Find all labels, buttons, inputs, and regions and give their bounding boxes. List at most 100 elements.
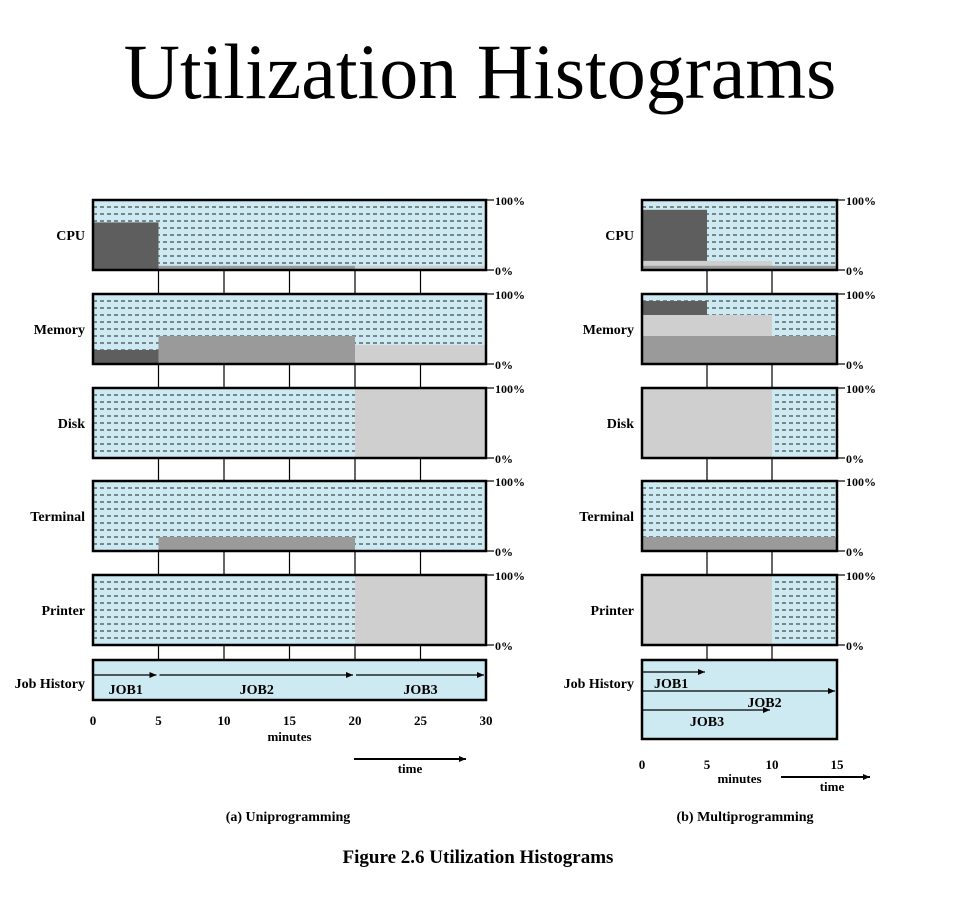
resource-label: Memory	[583, 323, 634, 338]
pct-bottom-label: 0%	[495, 264, 513, 278]
pct-bottom-label: 0%	[846, 264, 864, 278]
usage-bar-job2	[642, 265, 837, 270]
panel-b-caption: (b) Multiprogramming	[676, 810, 813, 825]
job-label: JOB3	[690, 715, 724, 730]
x-tick-label: 20	[349, 713, 362, 728]
resource-frame	[640, 292, 839, 366]
resource-label: CPU	[56, 229, 85, 244]
resource-label: Disk	[58, 417, 85, 432]
resource-row-printer: Printer 100% 0%	[590, 569, 876, 653]
x-axis-label: minutes	[717, 771, 761, 786]
resource-frame	[640, 386, 839, 460]
x-tick-label: 0	[639, 757, 646, 772]
panel-a-caption: (a) Uniprogramming	[226, 810, 351, 825]
job-history-frame	[640, 658, 839, 741]
pct-bottom-label: 0%	[846, 639, 864, 653]
resource-frame	[640, 573, 839, 647]
pct-bottom-label: 0%	[495, 452, 513, 466]
figure-caption: Figure 2.6 Utilization Histograms	[343, 847, 614, 868]
resource-frame	[91, 386, 488, 460]
resource-row-disk: Disk 100% 0%	[607, 382, 876, 466]
resource-frame	[91, 573, 488, 647]
panel-uniprogramming: CPU 100% 0% Memory 100% 0% Disk 100% 0% Terminal 1…	[15, 194, 525, 776]
resource-row-terminal: Terminal 100% 0%	[30, 475, 525, 559]
job-history: Job History JOB1 JOB2 JOB3	[564, 658, 839, 741]
usage-bar-job1	[642, 301, 707, 315]
page-title: Utilization Histograms	[123, 28, 837, 115]
job-history-frame	[91, 658, 488, 702]
pct-top-label: 100%	[846, 194, 876, 208]
pct-top-label: 100%	[495, 194, 525, 208]
usage-bar-job3	[355, 265, 486, 270]
job-label: JOB2	[240, 683, 274, 698]
job-history-label: Job History	[15, 677, 85, 692]
pct-top-label: 100%	[846, 382, 876, 396]
x-axis-label: minutes	[267, 729, 311, 744]
resource-row-memory: Memory 100% 0%	[583, 288, 876, 372]
x-tick-label: 10	[766, 757, 779, 772]
usage-bar-job2	[642, 537, 837, 551]
resource-frame	[91, 479, 488, 553]
pct-top-label: 100%	[495, 382, 525, 396]
usage-bar-job3	[355, 388, 486, 458]
usage-bar-job3	[642, 315, 772, 336]
x-tick-label: 25	[414, 713, 428, 728]
resource-frame	[640, 198, 839, 272]
pct-bottom-label: 0%	[846, 358, 864, 372]
time-label: time	[820, 779, 845, 794]
usage-bar-job1	[93, 350, 159, 364]
pct-bottom-label: 0%	[495, 545, 513, 559]
usage-bar-job2	[158, 265, 355, 270]
usage-bar-job3	[355, 575, 486, 645]
x-tick-label: 15	[283, 713, 297, 728]
pct-bottom-label: 0%	[846, 545, 864, 559]
job-label: JOB3	[403, 683, 437, 698]
x-tick-label: 5	[704, 757, 711, 772]
resource-frame	[91, 292, 488, 366]
usage-bar-job3	[642, 388, 772, 458]
pct-top-label: 100%	[495, 288, 525, 302]
resource-row-printer: Printer 100% 0%	[41, 569, 525, 653]
job-label: JOB1	[109, 683, 143, 698]
resource-label: Printer	[41, 604, 85, 619]
pct-top-label: 100%	[846, 288, 876, 302]
job-history: Job History JOB1 JOB2 JOB3	[15, 658, 488, 702]
usage-bar-job2	[642, 336, 837, 364]
x-tick-label: 5	[155, 713, 162, 728]
job-label: JOB2	[747, 696, 781, 711]
resource-frame	[640, 479, 839, 553]
pct-top-label: 100%	[495, 569, 525, 583]
resource-label: Terminal	[30, 510, 85, 525]
pct-top-label: 100%	[846, 569, 876, 583]
resource-row-disk: Disk 100% 0%	[58, 382, 525, 466]
time-label: time	[398, 761, 423, 776]
x-tick-label: 30	[480, 713, 493, 728]
resource-label: Terminal	[579, 510, 634, 525]
pct-bottom-label: 0%	[846, 452, 864, 466]
usage-bar-job1	[642, 209, 707, 261]
resource-label: CPU	[605, 229, 634, 244]
resource-row-memory: Memory 100% 0%	[34, 288, 525, 372]
x-tick-label: 0	[90, 713, 97, 728]
resource-label: Printer	[590, 604, 634, 619]
pct-bottom-label: 0%	[495, 358, 513, 372]
usage-bar-job2	[158, 336, 355, 364]
resource-label: Disk	[607, 417, 634, 432]
usage-bar-job3	[642, 575, 772, 645]
pct-top-label: 100%	[495, 475, 525, 489]
usage-bar-job3	[642, 260, 772, 270]
pct-top-label: 100%	[846, 475, 876, 489]
pct-bottom-label: 0%	[495, 639, 513, 653]
usage-bar-job1	[93, 222, 159, 270]
resource-frame	[91, 198, 488, 272]
usage-bar-job2	[158, 537, 355, 551]
resource-row-terminal: Terminal 100% 0%	[579, 475, 876, 559]
resource-row-cpu: CPU 100% 0%	[56, 194, 525, 278]
job-history-label: Job History	[564, 677, 634, 692]
resource-label: Memory	[34, 323, 85, 338]
panel-multiprogramming: CPU100%0%Memory100%0%Disk100%0%Terminal1…	[564, 194, 876, 794]
job-label: JOB1	[654, 677, 688, 692]
resource-row-cpu: CPU 100% 0%	[605, 194, 876, 278]
x-tick-label: 15	[831, 757, 845, 772]
